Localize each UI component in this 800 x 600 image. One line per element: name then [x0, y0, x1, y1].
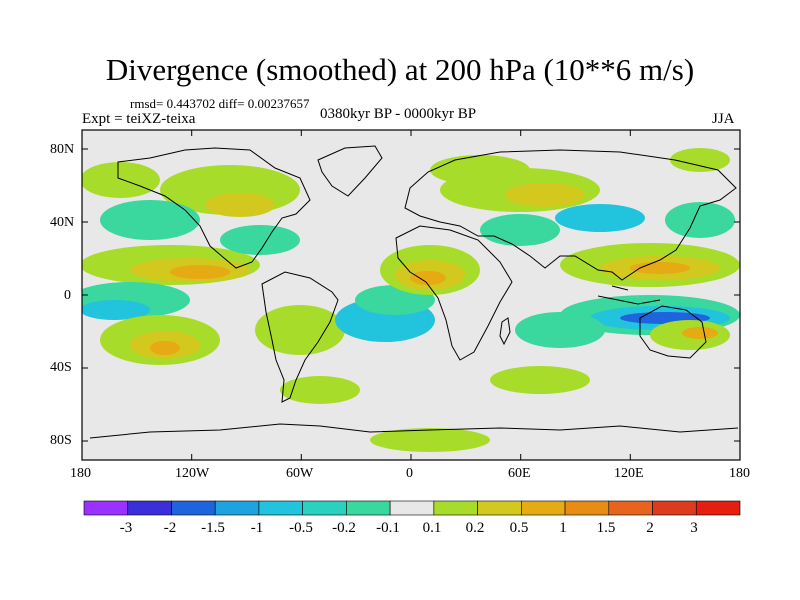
colorbar-label: 0.2 — [465, 520, 485, 536]
x-tick-label: 120E — [614, 466, 644, 481]
stats-text: rmsd= 0.443702 diff= 0.00237657 — [130, 96, 310, 111]
colorbar-label: -1 — [250, 520, 264, 536]
coast-eurasia — [404, 149, 737, 281]
tick-marks — [81, 130, 741, 460]
coastlines — [89, 145, 739, 439]
colorbar-swatch — [695, 500, 741, 516]
colorbar-label: 2 — [646, 520, 654, 536]
colorbar-swatch — [652, 500, 697, 516]
field-region-pos-strong — [150, 341, 180, 355]
field-region-pos-strong — [630, 262, 690, 274]
colorbar-label: -0.1 — [376, 520, 400, 536]
colorbar-label: 1 — [559, 520, 567, 536]
coast-south-america — [261, 271, 339, 403]
field-region-pos-weak — [280, 376, 360, 404]
period-label: 0380kyr BP - 0000kyr BP — [320, 106, 477, 122]
field-region-neg-weak — [220, 225, 300, 255]
y-tick-label: 40N — [50, 215, 75, 230]
coast-greenland — [317, 145, 383, 197]
coast-north-america — [117, 147, 311, 269]
plot-title: Divergence (smoothed) at 200 hPa (10**6 … — [105, 52, 695, 87]
colorbar-swatch — [302, 500, 347, 516]
x-tick-label: 180 — [70, 466, 91, 481]
y-tick-label: 80N — [50, 142, 75, 157]
x-tick-label: 120W — [175, 466, 210, 481]
colorbar-label: -0.5 — [289, 520, 313, 536]
x-tick-label: 60E — [508, 466, 531, 481]
colorbar-swatch — [171, 500, 216, 516]
field-region-pos-strong — [682, 327, 718, 339]
coast-africa — [395, 225, 513, 361]
y-tick-label: 0 — [64, 288, 71, 303]
divergence-field — [82, 130, 740, 460]
field-region-pos-weak — [430, 155, 530, 185]
field-region-pos-weak — [670, 148, 730, 172]
colorbar-label: -3 — [119, 520, 133, 536]
colorbar-label: -1.5 — [201, 520, 225, 536]
field-region-pos-weak — [490, 366, 590, 394]
y-tick-label: 40S — [50, 360, 72, 375]
colorbar-label: 3 — [690, 520, 698, 536]
colorbar-label: -2 — [163, 520, 177, 536]
colorbar-swatch — [608, 500, 653, 516]
coast-australia — [639, 305, 707, 359]
coast-indonesia — [597, 285, 661, 305]
colorbar-swatch — [214, 500, 260, 516]
coast-antarctica — [89, 423, 739, 439]
field-region-pos-weak — [255, 305, 345, 355]
experiment-label: Expt = teiXZ-teixa — [82, 111, 196, 127]
field-region-neg-weak — [665, 202, 735, 238]
colorbar — [83, 500, 741, 516]
field-region-pos-strong — [410, 271, 446, 285]
field-region-pos-weak — [370, 428, 490, 452]
colorbar-swatch — [433, 500, 478, 516]
colorbar-swatch — [389, 500, 435, 516]
colorbar-swatch — [258, 500, 303, 516]
colorbar-label: 0.5 — [509, 520, 529, 536]
y-tick-label: 80S — [50, 433, 72, 448]
field-region-neg-weak — [515, 312, 605, 348]
x-tick-label: 180 — [729, 466, 750, 481]
field-region-pos-weak — [82, 162, 160, 198]
colorbar-label: -0.2 — [332, 520, 356, 536]
colorbar-swatch — [127, 500, 172, 516]
colorbar-swatch — [477, 500, 522, 516]
colorbar-swatch — [346, 500, 391, 516]
colorbar-label: 1.5 — [596, 520, 616, 536]
x-tick-label: 0 — [406, 466, 413, 481]
coast-madagascar — [499, 317, 511, 346]
colorbar-swatch — [521, 500, 566, 516]
field-region-pos-strong — [170, 265, 230, 279]
field-region-pos-mid — [505, 183, 585, 207]
field-region-neg-mid — [82, 300, 150, 320]
colorbar-swatch — [83, 500, 129, 516]
field-region-neg-weak — [480, 214, 560, 246]
season-label: JJA — [712, 111, 735, 127]
field-region-pos-mid — [205, 193, 275, 217]
colorbar-label: 0.1 — [422, 520, 442, 536]
x-tick-label: 60W — [286, 466, 314, 481]
colorbar-swatch — [564, 500, 610, 516]
field-region-neg-mid — [555, 204, 645, 232]
field-region-neg-weak — [100, 200, 200, 240]
